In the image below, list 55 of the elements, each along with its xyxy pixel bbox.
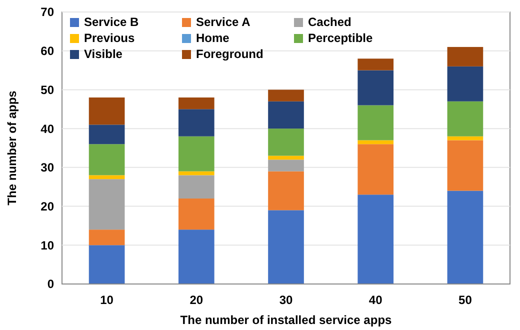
legend-label: Cached xyxy=(308,15,352,29)
y-tick-label: 60 xyxy=(40,44,54,58)
bar xyxy=(358,105,394,140)
bar xyxy=(358,58,394,70)
bar xyxy=(447,46,484,66)
bar xyxy=(447,101,484,136)
bar xyxy=(88,245,125,284)
bar xyxy=(88,179,125,230)
bar xyxy=(268,160,304,172)
legend-label: Home xyxy=(196,31,230,45)
bar xyxy=(88,230,125,246)
legend-label: Previous xyxy=(84,31,136,45)
y-tick-label: 70 xyxy=(40,5,54,20)
bar xyxy=(268,210,304,284)
bar xyxy=(178,230,214,284)
bar xyxy=(178,109,214,136)
bar xyxy=(268,171,304,210)
bar xyxy=(358,70,394,106)
bar xyxy=(178,136,214,172)
bar xyxy=(88,144,125,176)
bar xyxy=(88,97,125,125)
x-tick-label: 10 xyxy=(100,293,114,307)
y-tick-label: 30 xyxy=(40,160,54,175)
bar xyxy=(447,140,484,191)
y-tick-label: 10 xyxy=(40,238,54,252)
legend-label: Foreground xyxy=(196,47,264,61)
y-tick-label: 40 xyxy=(40,122,54,136)
x-tick-label: 50 xyxy=(458,293,472,307)
bar xyxy=(88,175,125,180)
bar xyxy=(447,66,484,102)
bar xyxy=(88,124,125,144)
bar xyxy=(268,101,304,129)
x-tick-label: 30 xyxy=(279,293,293,307)
bar xyxy=(178,97,214,110)
bar xyxy=(268,156,304,160)
y-tick-label: 0 xyxy=(47,277,54,292)
x-tick-label: 20 xyxy=(190,293,204,307)
bar xyxy=(178,198,214,230)
legend-label: Service A xyxy=(196,15,251,29)
bar xyxy=(268,90,304,102)
legend-label: Perceptible xyxy=(308,31,374,45)
x-tick-label: 40 xyxy=(368,293,383,307)
bar xyxy=(268,128,304,156)
bar xyxy=(358,140,394,144)
legend-label: Visible xyxy=(84,47,123,61)
x-axis-title: The number of installed service apps xyxy=(180,313,392,327)
bar xyxy=(358,144,394,195)
legend-label: Service B xyxy=(84,15,140,29)
bar xyxy=(178,171,214,176)
bar xyxy=(178,175,214,199)
bar xyxy=(447,190,484,284)
y-axis-title: The number of apps xyxy=(5,90,19,206)
y-tick-label: 20 xyxy=(40,199,54,214)
y-tick-label: 50 xyxy=(40,82,54,97)
bar xyxy=(358,194,394,284)
